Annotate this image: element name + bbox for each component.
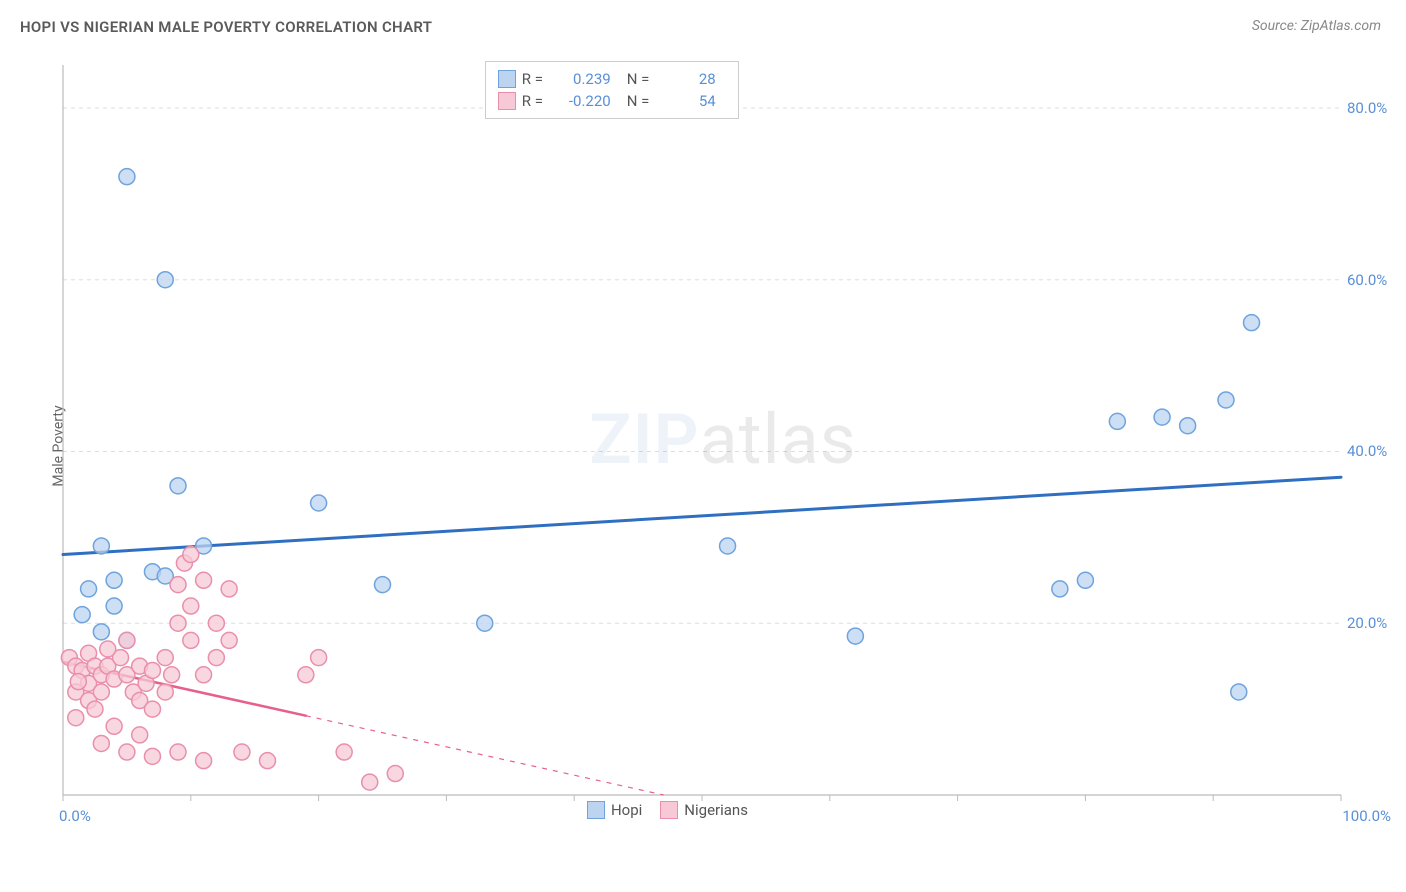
scatter-chart: ZIPatlas R =0.239N =28R =-0.220N =54 Hop… xyxy=(55,55,1391,825)
chart-source: Source: ZipAtlas.com xyxy=(1252,18,1381,34)
y-tick-label: 80.0% xyxy=(1347,99,1387,117)
legend-r-value: 0.239 xyxy=(556,70,621,88)
x-axis-start-label: 0.0% xyxy=(59,807,91,825)
chart-title: HOPI VS NIGERIAN MALE POVERTY CORRELATIO… xyxy=(20,18,432,36)
legend-r-label: R = xyxy=(522,70,550,88)
legend-n-value: 54 xyxy=(661,92,726,110)
chart-svg xyxy=(55,55,1391,825)
y-tick-label: 20.0% xyxy=(1347,614,1387,632)
legend-n-value: 28 xyxy=(661,70,726,88)
legend-stats-row: R = 0.239 N = 28 xyxy=(498,68,726,90)
legend-stats-row: R = -0.220 N = 54 xyxy=(498,90,726,112)
legend-stats: R = 0.239 N = 28 R = -0.220 N = 54 xyxy=(485,61,739,119)
legend-series-item: Nigerians xyxy=(660,801,748,819)
x-axis-end-label: 100.0% xyxy=(1342,807,1391,825)
legend-series-label: Nigerians xyxy=(684,801,748,819)
legend-series-item: Hopi xyxy=(587,801,642,819)
y-tick-label: 40.0% xyxy=(1347,442,1387,460)
legend-swatch xyxy=(498,92,516,110)
y-tick-label: 60.0% xyxy=(1347,271,1387,289)
legend-swatch xyxy=(498,70,516,88)
legend-swatch xyxy=(587,801,605,819)
legend-r-label: R = xyxy=(522,92,550,110)
legend-series-label: Hopi xyxy=(611,801,642,819)
legend-series: Hopi Nigerians xyxy=(587,801,748,819)
legend-n-label: N = xyxy=(627,92,655,110)
legend-swatch xyxy=(660,801,678,819)
legend-r-value: -0.220 xyxy=(556,92,621,110)
legend-n-label: N = xyxy=(627,70,655,88)
